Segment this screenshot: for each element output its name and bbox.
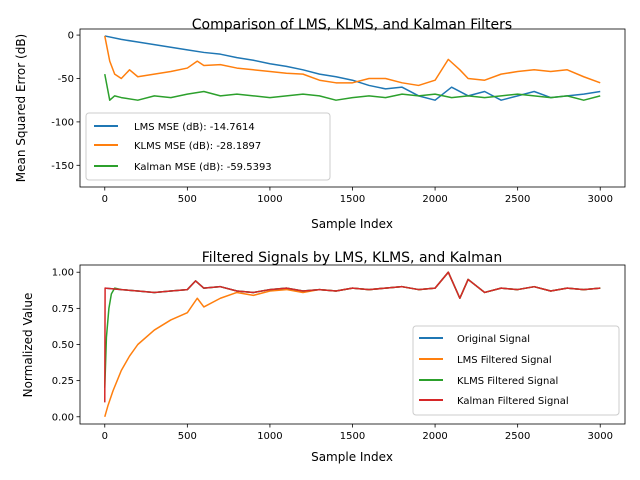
mse-x-tick-label: 1500 (340, 194, 365, 205)
signal-x-tick-label: 3000 (588, 431, 613, 442)
signal-legend-label-lms: LMS Filtered Signal (457, 355, 552, 366)
signal-x-tick-label: 2000 (422, 431, 447, 442)
signal-subplot: Filtered Signals by LMS, KLMS, and Kalma… (21, 250, 626, 464)
mse-y-tick-label: 0 (68, 31, 74, 42)
signal-y-tick-label: 0.50 (52, 340, 74, 351)
signal-x-axis-label: Sample Index (311, 450, 393, 464)
signal-y-tick-label: 0.75 (52, 304, 74, 315)
mse-series-line-2 (104, 73, 601, 101)
mse-x-tick-label: 1000 (257, 194, 282, 205)
mse-y-axis-label: Mean Squared Error (dB) (14, 34, 28, 182)
signal-y-tick-label: 0.25 (52, 376, 74, 387)
mse-x-tick-label: 3000 (588, 194, 613, 205)
signal-series-group (104, 271, 601, 417)
signal-legend-label-kalman: Kalman Filtered Signal (457, 396, 569, 407)
signal-y-axis-label: Normalized Value (21, 293, 35, 398)
signal-y-ticks: 0.00 0.25 0.50 0.75 1.00 (52, 268, 80, 423)
mse-legend-box (85, 112, 331, 181)
mse-x-tick-label: 2500 (505, 194, 530, 205)
signal-x-tick-label: 1500 (340, 431, 365, 442)
mse-legend: LMS MSE (dB): -14.7614 KLMS MSE (dB): -2… (85, 112, 331, 181)
signal-legend: Original Signal LMS Filtered Signal KLMS… (412, 325, 620, 416)
signal-x-tick-label: 2500 (505, 431, 530, 442)
mse-x-tick-label: 2000 (422, 194, 447, 205)
signal-chart-title: Filtered Signals by LMS, KLMS, and Kalma… (202, 250, 502, 266)
mse-series-line-1 (104, 35, 601, 87)
mse-legend-label-kalman: Kalman MSE (dB): -59.5393 (134, 162, 272, 173)
signal-legend-box (412, 325, 620, 416)
mse-x-tick-label: 500 (178, 194, 197, 205)
mse-y-ticks: 0 -50 -100 -150 (51, 31, 80, 172)
signal-x-tick-label: 500 (178, 431, 197, 442)
mse-x-ticks: 0 500 1000 1500 2000 2500 3000 (102, 187, 613, 205)
mse-y-tick-label: -150 (51, 161, 74, 172)
mse-legend-label-klms: KLMS MSE (dB): -28.1897 (134, 141, 261, 152)
mse-chart-title: Comparison of LMS, KLMS, and Kalman Filt… (192, 17, 512, 33)
mse-legend-label-lms: LMS MSE (dB): -14.7614 (134, 122, 255, 133)
signal-x-tick-label: 1000 (257, 431, 282, 442)
mse-subplot: Comparison of LMS, KLMS, and Kalman Filt… (14, 17, 626, 231)
signal-y-tick-label: 1.00 (52, 268, 74, 279)
mse-y-tick-label: -100 (51, 117, 74, 128)
signal-series-line-3 (104, 271, 601, 403)
mse-x-tick-label: 0 (102, 194, 108, 205)
mse-y-tick-label: -50 (58, 74, 74, 85)
mse-series-group (104, 35, 601, 101)
mse-x-axis-label: Sample Index (311, 217, 393, 231)
mse-series-line-0 (104, 35, 601, 101)
signal-legend-label-original: Original Signal (457, 334, 530, 345)
signal-y-tick-label: 0.00 (52, 412, 74, 423)
signal-x-ticks: 0 500 1000 1500 2000 2500 3000 (102, 424, 613, 442)
signal-x-tick-label: 0 (102, 431, 108, 442)
signal-legend-label-klms: KLMS Filtered Signal (457, 376, 558, 387)
